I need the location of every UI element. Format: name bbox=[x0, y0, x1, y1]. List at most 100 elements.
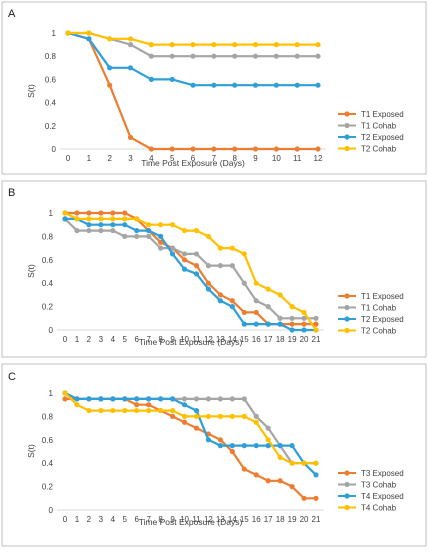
data-point-t1-exposed bbox=[294, 146, 300, 152]
data-point-t2-cohab bbox=[74, 216, 80, 222]
data-point-t1-cohab bbox=[146, 233, 152, 239]
data-point-t4-exposed bbox=[98, 396, 104, 402]
legend-label-t2-exposed: T2 Exposed bbox=[361, 133, 404, 142]
legend-label-t2-cohab: T2 Cohab bbox=[361, 145, 397, 154]
y-tick-label: 0.2 bbox=[45, 122, 57, 131]
data-point-t4-cohab bbox=[241, 413, 247, 419]
x-tick-label: 6 bbox=[191, 154, 196, 163]
legend-label-t1-cohab: T1 Cohab bbox=[361, 304, 397, 313]
data-point-t4-exposed bbox=[134, 396, 140, 402]
data-point-t3-cohab bbox=[229, 396, 235, 402]
x-tick-label: 21 bbox=[312, 335, 321, 344]
x-tick-label: 4 bbox=[111, 335, 116, 344]
data-point-t4-cohab bbox=[253, 419, 259, 425]
x-tick-label: 3 bbox=[99, 335, 104, 344]
data-point-t2-exposed bbox=[169, 251, 176, 257]
data-point-t3-exposed bbox=[289, 484, 295, 490]
data-point-t1-exposed bbox=[181, 257, 188, 263]
data-point-t2-cohab bbox=[181, 227, 188, 234]
series-line-t1-exposed bbox=[67, 31, 318, 151]
data-point-t4-exposed bbox=[193, 407, 200, 414]
data-point-t2-cohab bbox=[134, 216, 140, 222]
data-point-t1-cohab bbox=[86, 227, 92, 234]
data-point-t3-exposed bbox=[193, 425, 200, 431]
data-point-t4-exposed bbox=[289, 443, 295, 449]
data-point-t2-cohab bbox=[122, 216, 128, 222]
series-line-t4-exposed bbox=[64, 392, 317, 476]
x-tick-label: 8 bbox=[158, 515, 163, 524]
data-point-t1-exposed bbox=[217, 292, 223, 298]
data-point-t2-cohab bbox=[158, 222, 164, 228]
legend-label-t3-exposed: T3 Exposed bbox=[361, 469, 404, 478]
data-point-t1-cohab bbox=[190, 53, 196, 59]
data-point-t1-cohab bbox=[148, 53, 154, 59]
data-point-t1-exposed bbox=[148, 146, 154, 152]
data-point-t2-exposed bbox=[241, 321, 247, 327]
data-point-t1-cohab bbox=[181, 251, 188, 257]
data-point-t1-cohab bbox=[273, 53, 279, 59]
data-point-t1-cohab bbox=[74, 227, 80, 234]
data-point-t1-cohab bbox=[122, 233, 128, 239]
data-point-t1-exposed bbox=[107, 82, 113, 88]
x-tick-label: 13 bbox=[216, 515, 225, 524]
data-point-t1-exposed bbox=[252, 146, 259, 152]
legend-label-t4-cohab: T4 Cohab bbox=[361, 504, 397, 513]
data-point-t1-exposed bbox=[313, 321, 319, 327]
data-point-t4-cohab bbox=[181, 413, 188, 419]
legend-swatch-marker-t4-exposed bbox=[344, 493, 350, 499]
data-point-t2-cohab bbox=[205, 233, 212, 239]
data-point-t1-exposed bbox=[74, 210, 80, 216]
panel-c-frame bbox=[1, 363, 427, 547]
x-tick-label: 18 bbox=[276, 515, 285, 524]
legend-swatch-marker-t1-exposed bbox=[344, 293, 350, 299]
data-point-t4-cohab bbox=[313, 460, 319, 466]
x-tick-label: 9 bbox=[253, 154, 258, 163]
data-point-t2-cohab bbox=[217, 245, 223, 251]
legend-swatch-marker-t1-cohab bbox=[344, 122, 350, 129]
data-point-t2-exposed bbox=[205, 286, 212, 292]
data-point-t2-cohab bbox=[169, 222, 176, 228]
data-point-t4-exposed bbox=[241, 443, 247, 449]
legend-label-t1-exposed: T1 Exposed bbox=[361, 110, 404, 119]
data-point-t4-exposed bbox=[158, 396, 164, 402]
data-point-t2-cohab bbox=[229, 245, 235, 251]
data-point-t4-cohab bbox=[122, 407, 128, 414]
data-point-t3-cohab bbox=[217, 396, 223, 402]
data-point-t2-cohab bbox=[273, 42, 279, 48]
x-tick-label: 20 bbox=[300, 335, 309, 344]
panel-c-plot: 00.20.40.60.810 1 2 3 4 5 6 7 8 9 10 11 12 13 14 15 16 17… bbox=[26, 389, 404, 527]
x-tick-label: 19 bbox=[288, 515, 297, 524]
data-point-t1-exposed bbox=[301, 321, 307, 327]
x-tick-label: 9 bbox=[170, 515, 175, 524]
data-point-t1-exposed bbox=[158, 239, 164, 245]
x-tick-label: 0 bbox=[63, 515, 68, 524]
data-point-t3-exposed bbox=[241, 466, 247, 472]
data-point-t3-exposed bbox=[62, 396, 68, 402]
data-point-t2-exposed bbox=[62, 216, 68, 222]
data-point-t1-cohab bbox=[232, 53, 238, 59]
data-point-t2-cohab bbox=[62, 210, 68, 216]
data-point-t3-exposed bbox=[134, 402, 140, 408]
data-point-t1-exposed bbox=[86, 210, 92, 216]
data-point-t4-exposed bbox=[265, 443, 271, 449]
data-point-t1-cohab bbox=[169, 245, 176, 251]
data-point-t4-cohab bbox=[217, 413, 223, 419]
data-point-t2-cohab bbox=[294, 42, 300, 48]
data-point-t2-exposed bbox=[110, 222, 116, 228]
data-point-t4-exposed bbox=[122, 396, 128, 402]
x-tick-label: 19 bbox=[288, 335, 297, 344]
series-line-t4-cohab bbox=[64, 392, 316, 465]
data-point-t2-exposed bbox=[277, 321, 283, 327]
x-tick-label: 6 bbox=[134, 515, 139, 524]
data-point-t2-exposed bbox=[134, 227, 140, 234]
x-tick-label: 1 bbox=[75, 515, 80, 524]
legend-swatch-marker-t1-cohab bbox=[344, 304, 350, 311]
data-point-t2-cohab bbox=[252, 42, 259, 48]
y-tick-label: 0.6 bbox=[42, 436, 54, 445]
data-point-t1-cohab bbox=[211, 53, 217, 59]
x-tick-label: 2 bbox=[87, 515, 92, 524]
series-line-t3-cohab bbox=[64, 392, 316, 465]
data-point-t2-exposed bbox=[98, 222, 104, 228]
data-point-t2-cohab bbox=[86, 30, 92, 36]
x-tick-label: 11 bbox=[293, 154, 302, 163]
